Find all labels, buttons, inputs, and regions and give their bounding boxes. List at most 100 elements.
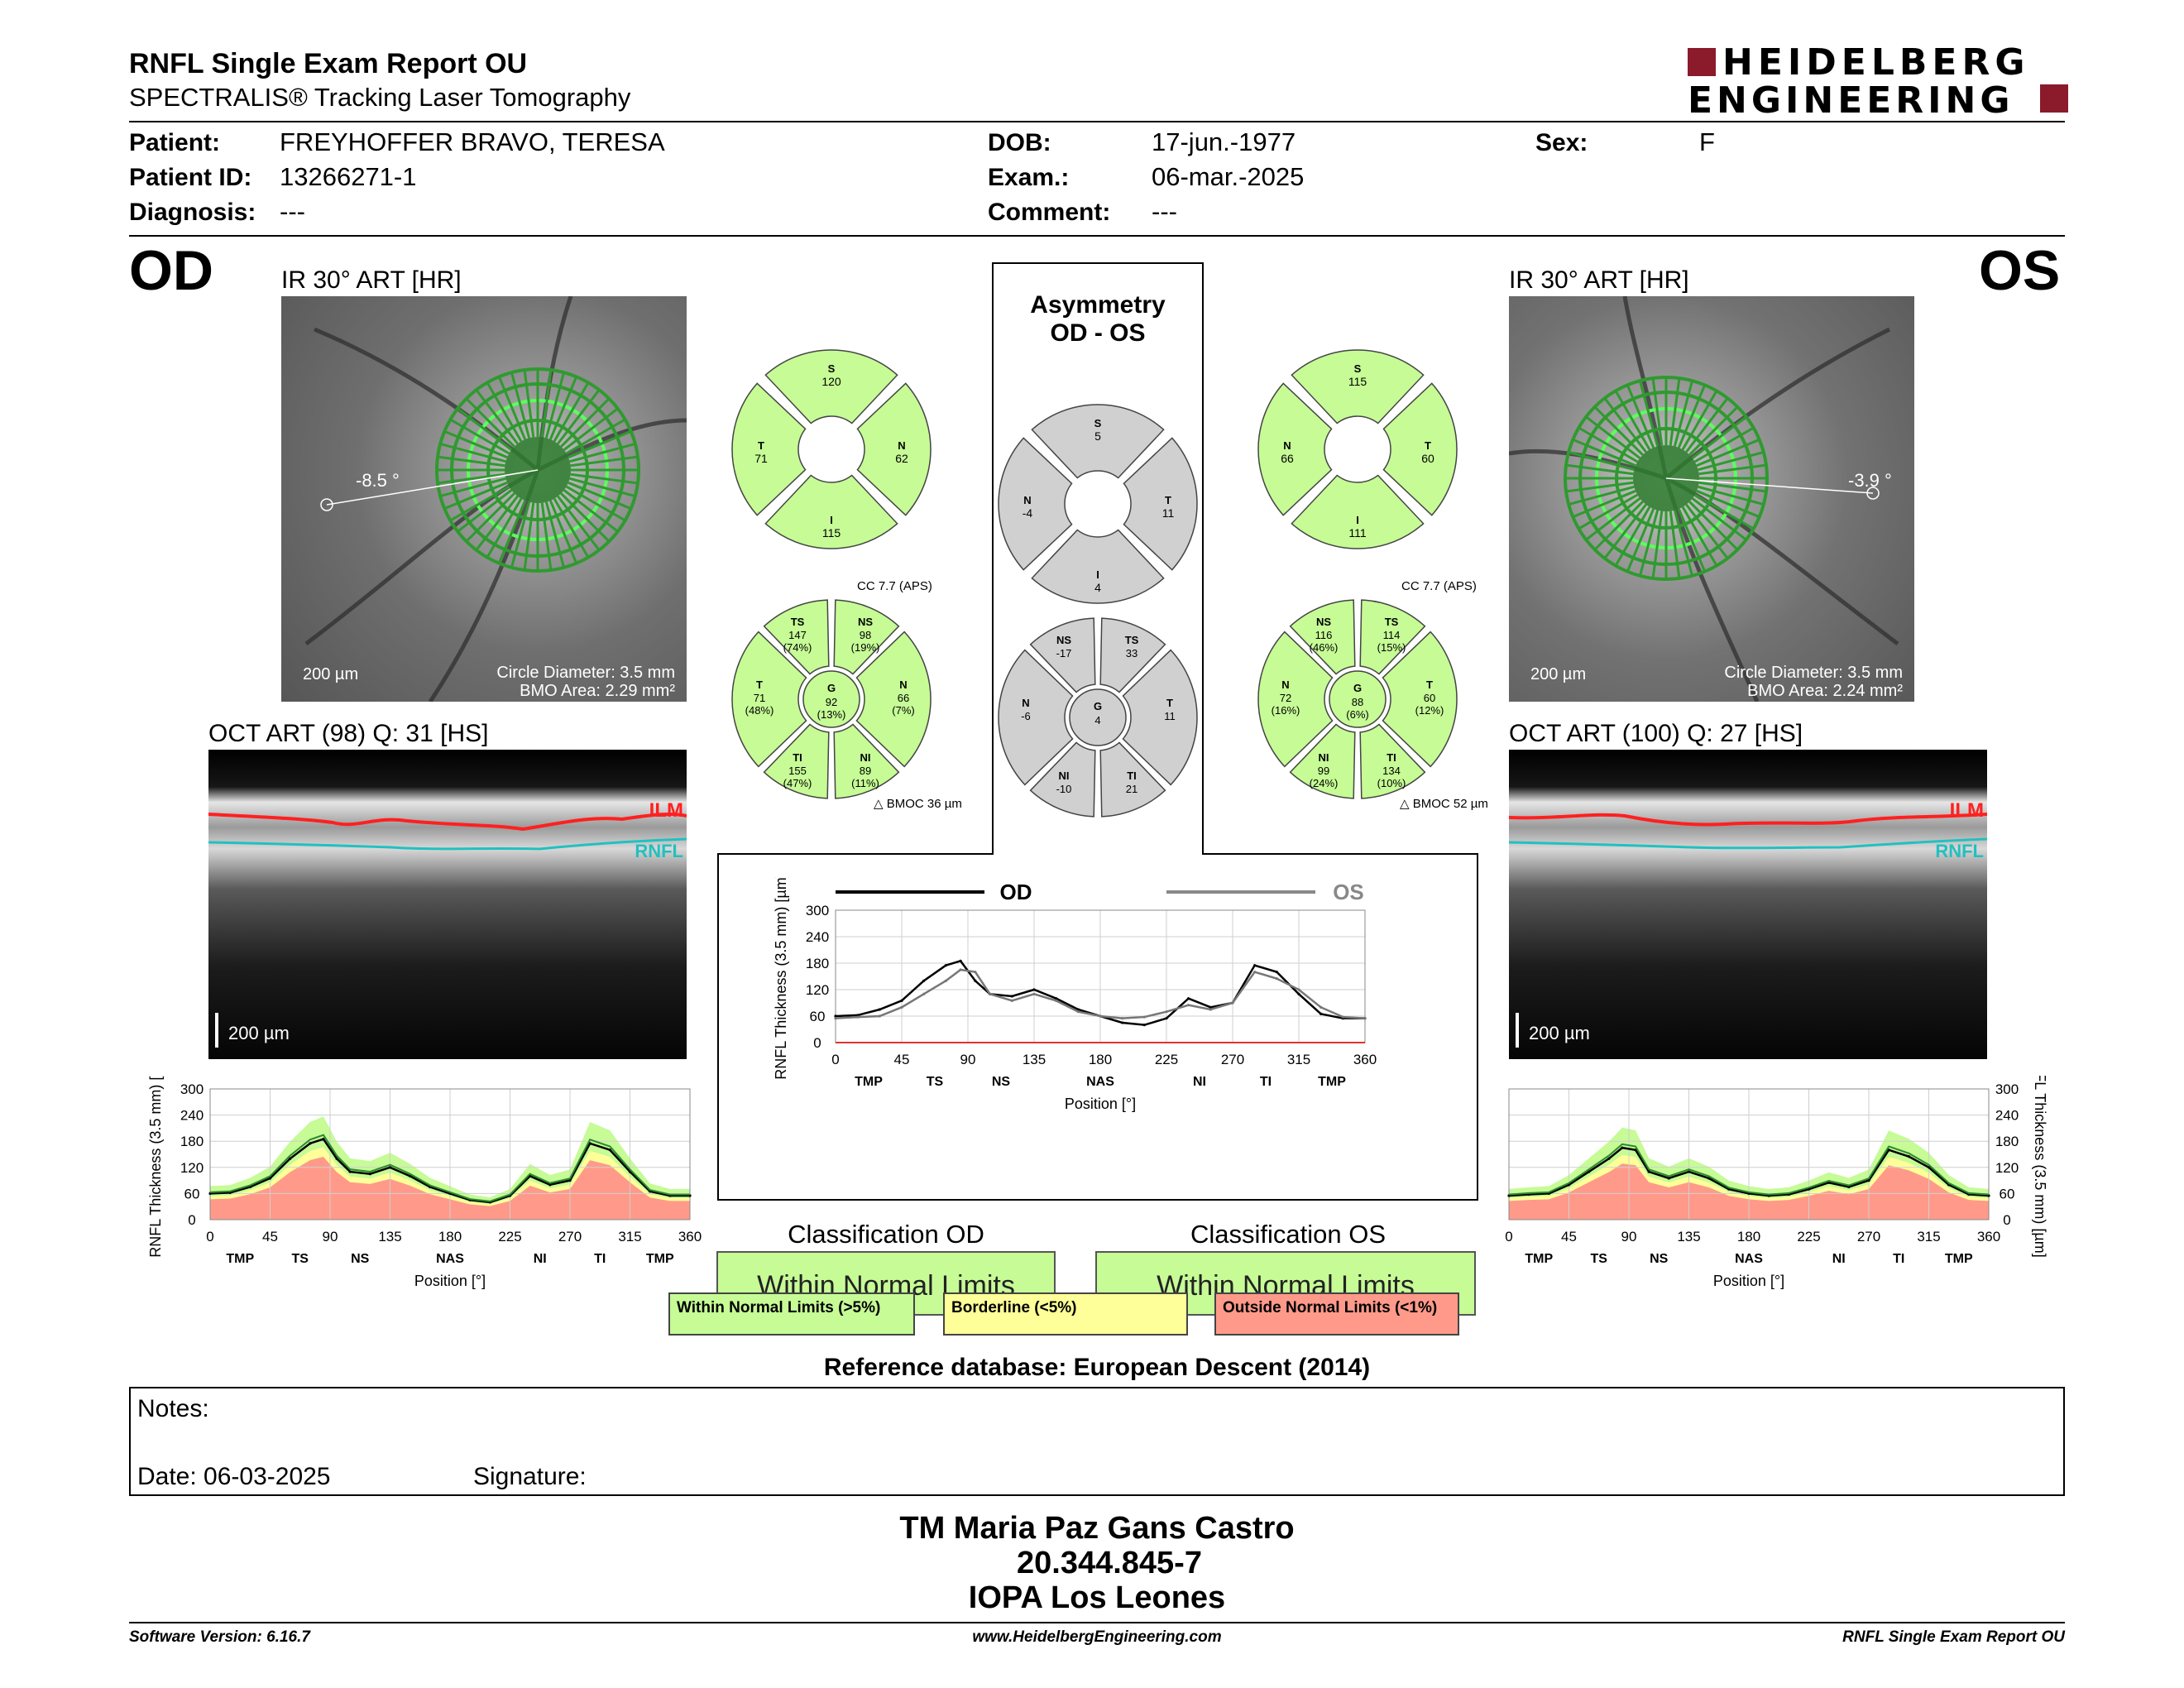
od-profile-xtick: 45 [262, 1229, 278, 1244]
signer-id: 20.344.845-7 [1017, 1546, 1202, 1580]
combined-line-OS [835, 968, 1366, 1019]
od-s6-label-TI: TI [793, 751, 802, 764]
os-profile-sector-label-TMP: TMP [1525, 1252, 1553, 1266]
od-s6-value-N: 66 [898, 692, 909, 704]
od-s4-value-S: 120 [821, 375, 841, 388]
footer-website[interactable]: www.HeidelbergEngineering.com [972, 1628, 1222, 1646]
asym-s6-value-NI: -10 [1056, 783, 1072, 795]
asym-s6-label-NI: NI [1059, 770, 1070, 782]
os-profile-point-OS [1607, 1157, 1611, 1160]
legend-onl: Outside Normal Limits (<1%) [1214, 1292, 1459, 1336]
od-s6-sector-NI [833, 723, 900, 799]
od-profile-point-OD [289, 1157, 292, 1160]
os-profile-sector-label-NS: NS [1650, 1252, 1669, 1266]
combined-xtick: 90 [960, 1052, 976, 1067]
asym-s4-value-S: 5 [1094, 429, 1101, 443]
od-profile-point-OD [388, 1166, 392, 1169]
combined-ytick: 60 [810, 1009, 826, 1024]
os-profile-normal-mean [1508, 1143, 1990, 1196]
od-profile-ytick: 120 [180, 1160, 204, 1176]
os-profile-point-OS [1647, 1170, 1650, 1173]
od-profile-point-OD [548, 1183, 552, 1187]
combined-point-OD [900, 999, 903, 1002]
combined-point-OD [1055, 997, 1058, 1000]
os-s4-value-S: 115 [1348, 375, 1367, 388]
od-scan-overlay [304, 296, 687, 702]
combined-xtick: 135 [1023, 1052, 1046, 1067]
os-s4-sector-N [1257, 382, 1333, 516]
combined-legend-od: OD [1000, 880, 1032, 904]
od-s6-pct-G: (13%) [817, 708, 846, 721]
os-s6-label-G: G [1353, 682, 1362, 694]
od-profile-sector-label-NAS: NAS [436, 1252, 464, 1266]
od-profile-point-OD [268, 1177, 272, 1180]
os-profile-sector-label-TS: TS [1591, 1252, 1608, 1266]
os-s4-label-I: I [1356, 514, 1359, 526]
combined-sector-label-TS: TS [927, 1075, 944, 1089]
combined-point-OS [989, 992, 992, 995]
od-s6-sector-TI [763, 723, 830, 799]
od-angle: -8.5 ° [356, 470, 400, 491]
asym-s6-sector-NI [1029, 741, 1096, 818]
notes-box: Notes: Date: 06-03-2025 Signature: [129, 1387, 2065, 1496]
patient-divider [129, 235, 2065, 237]
os-profile-xtick: 0 [1505, 1229, 1512, 1244]
od-s6-pct-TI: (47%) [783, 777, 812, 789]
signature-block: TM Maria Paz Gans Castro 20.344.845-7 IO… [129, 1511, 2065, 1615]
os-s6-label-TI: TI [1387, 751, 1396, 764]
os-s6-value-NS: 116 [1315, 629, 1333, 641]
combined-xlabel: Position [°] [1065, 1096, 1136, 1112]
combined-point-OD [1076, 1008, 1080, 1011]
asym-s6-sector-TS [1099, 617, 1166, 693]
combined-xtick: 45 [894, 1052, 910, 1067]
od-profile-sector-label-TI: TI [594, 1252, 606, 1266]
combined-point-OS [1142, 1015, 1146, 1019]
os-s4-value-I: 111 [1348, 526, 1366, 539]
os-s6-pct-NI: (24%) [1310, 777, 1339, 789]
date-label: Date: 06-03-2025 [137, 1463, 331, 1490]
asym-s4-sector-S [1031, 404, 1165, 479]
os-s6-value-T: 60 [1424, 692, 1435, 704]
os-s6-label-NI: NI [1319, 751, 1329, 764]
exam-value: 06-mar.-2025 [1152, 162, 1305, 191]
reference-database: Reference database: European Descent (20… [823, 1354, 1371, 1381]
combined-ytick: 240 [806, 929, 829, 945]
asym-s6-value-TS: 33 [1126, 647, 1138, 659]
od-s4-label-N: N [898, 439, 905, 452]
os-bmoc: △ BMOC 52 µm [1400, 797, 1488, 811]
combined-ytick: 120 [806, 982, 829, 998]
od-rnfl-label: RNFL [635, 841, 683, 861]
od-profile-ylabel: RNFL Thickness (3.5 mm) [µm] [147, 1076, 164, 1258]
os-s6-sector-TI [1359, 723, 1426, 799]
od-s6-label-NS: NS [858, 616, 873, 628]
asym-s4-value-N: -4 [1023, 506, 1033, 520]
os-profile-xtick: 270 [1857, 1229, 1880, 1244]
asym-s6-label-T: T [1166, 697, 1173, 709]
combined-point-OS [1187, 1004, 1190, 1007]
od-profile-point-OD [348, 1170, 352, 1173]
combined-point-OD [1297, 992, 1300, 995]
od-s4-label-T: T [758, 439, 764, 452]
combined-sector-label-NAS: NAS [1086, 1075, 1114, 1089]
od-profile-xtick: 315 [618, 1229, 641, 1244]
od-profile-ytick: 180 [180, 1134, 204, 1149]
os-s6-pct-TS: (15%) [1377, 641, 1406, 654]
dob-value: 17-jun.-1977 [1152, 127, 1296, 156]
os-profile-point-OS [1927, 1166, 1931, 1169]
od-s4-sector-N [856, 382, 932, 516]
od-profile-chart: 0 60 120 180 240 300 0 45 90 135 180 225 270 315 360 TM… [147, 1076, 702, 1289]
os-profile-point-OS [1621, 1146, 1624, 1149]
combined-xtick: 180 [1089, 1052, 1112, 1067]
os-cc: CC 7.7 (APS) [1401, 579, 1477, 593]
od-profile-sector-label-NI: NI [534, 1252, 547, 1266]
od-s6-sector-G [802, 670, 860, 728]
od-s4-sector-I [764, 474, 898, 549]
os-profile-point-OS [1687, 1170, 1691, 1173]
od-profile-ytick: 60 [184, 1186, 200, 1201]
os-profile-sector-label-TI: TI [1893, 1252, 1904, 1266]
combined-point-OS [944, 979, 947, 982]
od-profile-xtick: 90 [323, 1229, 338, 1244]
od-s4-value-I: 115 [822, 526, 841, 539]
os-profile-xtick: 90 [1621, 1229, 1637, 1244]
